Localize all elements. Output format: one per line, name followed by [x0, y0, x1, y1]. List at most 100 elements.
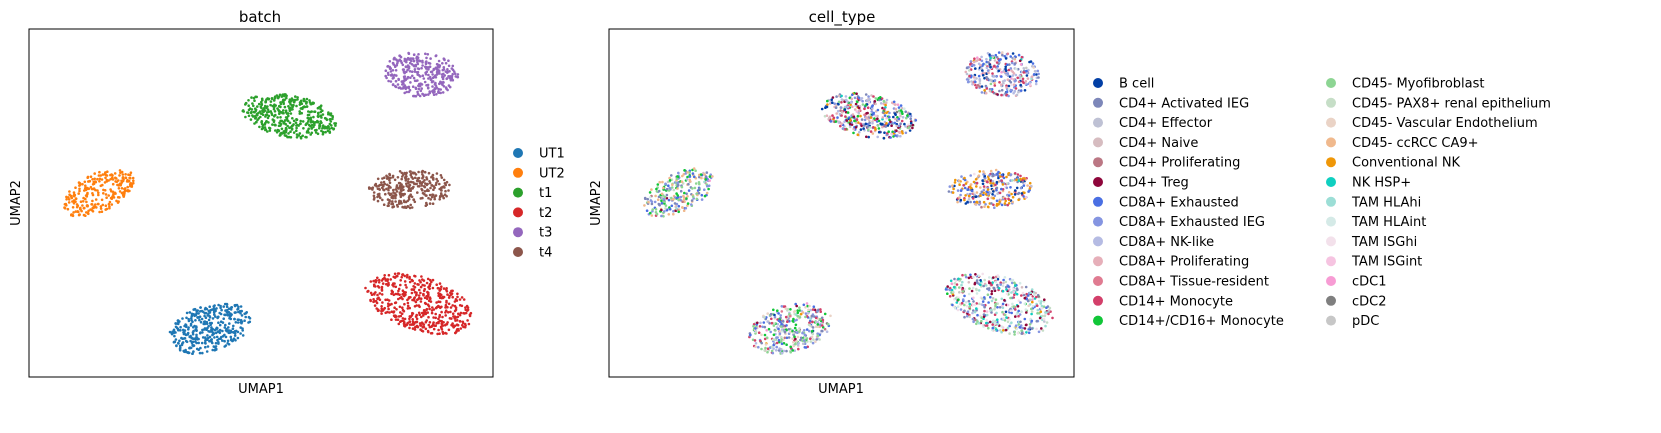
- cell-type-point: [1001, 306, 1005, 310]
- cell-type-point: [888, 115, 891, 119]
- cell-type-point: [997, 203, 1000, 206]
- batch-point-t2: [444, 314, 448, 317]
- cell-type-point: [991, 179, 995, 183]
- batch-point-t3: [451, 78, 455, 82]
- batch-point-t1: [264, 128, 268, 131]
- batch-point-t2: [384, 298, 387, 302]
- cell-type-point: [1004, 69, 1008, 73]
- batch-point-t3: [437, 88, 441, 91]
- batch-point-t4: [413, 200, 417, 204]
- cell-type-legend-marker: [1093, 236, 1103, 247]
- batch-point-t2: [414, 275, 417, 278]
- batch-point-t2: [406, 321, 410, 325]
- cell-type-point: [975, 181, 979, 185]
- batch-point-UT1: [192, 325, 195, 329]
- cell-type-point: [990, 196, 993, 199]
- batch-point-t2: [438, 300, 442, 304]
- cell-type-point: [992, 74, 995, 78]
- batch-point-t2: [402, 309, 406, 313]
- batch-point-UT1: [225, 305, 229, 309]
- cell-type-point: [661, 180, 664, 184]
- batch-point-t2: [457, 312, 460, 316]
- batch-point-UT2: [64, 202, 68, 206]
- cell-type-point: [1020, 329, 1023, 332]
- batch-point-UT2: [72, 211, 75, 214]
- cell-type-point: [665, 193, 669, 197]
- batch-point-t1: [308, 99, 311, 102]
- batch-point-UT1: [195, 347, 199, 351]
- batch-legend-label: t4: [539, 246, 552, 261]
- batch-point-t1: [301, 134, 305, 138]
- cell-type-point: [903, 122, 906, 126]
- batch-point-t3: [423, 80, 427, 84]
- cell-type-point: [977, 74, 981, 78]
- batch-point-t2: [438, 332, 441, 336]
- batch-point-t4: [402, 188, 405, 192]
- batch-point-t2: [437, 328, 440, 332]
- cell-type-point: [795, 339, 798, 343]
- batch-point-t2: [437, 317, 440, 321]
- cell-type-point: [966, 188, 969, 191]
- batch-point-t3: [437, 59, 441, 63]
- cell-type-point: [668, 179, 672, 182]
- batch-point-t3: [425, 70, 429, 73]
- cell-type-point: [985, 190, 989, 193]
- cell-type-point: [760, 347, 763, 351]
- cell-type-point: [983, 305, 986, 309]
- batch-point-t2: [415, 294, 418, 297]
- cell-type-legend-marker: [1326, 216, 1336, 227]
- batch-point-t4: [443, 193, 447, 196]
- batch-point-t1: [287, 135, 291, 139]
- batch-point-t2: [421, 283, 425, 287]
- cell-type-point: [802, 342, 805, 346]
- batch-point-UT2: [103, 189, 107, 192]
- batch-point-t2: [399, 314, 403, 318]
- cell-type-point: [820, 316, 824, 320]
- cell-type-point: [990, 299, 994, 303]
- batch-point-t1: [256, 118, 259, 122]
- batch-point-t2: [464, 308, 468, 312]
- batch-point-t2: [436, 332, 439, 336]
- cell-type-point: [707, 187, 710, 191]
- cell-type-point: [974, 318, 977, 322]
- cell-type-point: [779, 340, 783, 343]
- cell-type-point: [754, 327, 757, 330]
- batch-point-UT1: [178, 347, 182, 351]
- batch-point-t2: [457, 329, 460, 332]
- batch-point-t3: [402, 70, 406, 74]
- cell-type-point: [993, 206, 996, 209]
- cell-type-point: [1028, 83, 1032, 86]
- cell-type-point: [959, 308, 963, 311]
- cell-type-point: [823, 312, 827, 316]
- cell-type-point: [650, 214, 654, 217]
- cell-type-point: [854, 126, 858, 129]
- batch-point-t2: [396, 272, 400, 275]
- batch-point-UT1: [205, 350, 209, 353]
- batch-point-t2: [411, 323, 415, 326]
- cell-type-point: [1004, 310, 1008, 314]
- batch-point-t2: [423, 287, 427, 291]
- cell-type-point: [989, 78, 992, 82]
- batch-point-t2: [390, 318, 393, 322]
- batch-point-t3: [386, 64, 390, 68]
- batch-point-t1: [251, 115, 255, 118]
- cell-type-point: [1009, 81, 1013, 84]
- batch-point-t3: [427, 93, 430, 96]
- batch-point-UT1: [237, 318, 240, 322]
- cell-type-point: [857, 121, 860, 124]
- cell-type-point: [1037, 295, 1040, 298]
- batch-point-UT1: [200, 341, 204, 345]
- cell-type-point: [979, 194, 982, 197]
- batch-point-t1: [287, 105, 290, 108]
- batch-point-t3: [429, 78, 433, 81]
- cell-type-point: [1010, 83, 1013, 87]
- cell-type-point: [1003, 55, 1007, 58]
- cell-type-legend-marker: [1093, 177, 1103, 187]
- cell-type-point: [686, 204, 689, 207]
- cell-type-point: [892, 100, 896, 104]
- batch-point-t1: [260, 102, 264, 106]
- batch-point-t2: [415, 317, 419, 321]
- batch-point-t2: [456, 295, 459, 299]
- batch-point-t3: [427, 77, 430, 80]
- batch-point-t1: [283, 119, 287, 122]
